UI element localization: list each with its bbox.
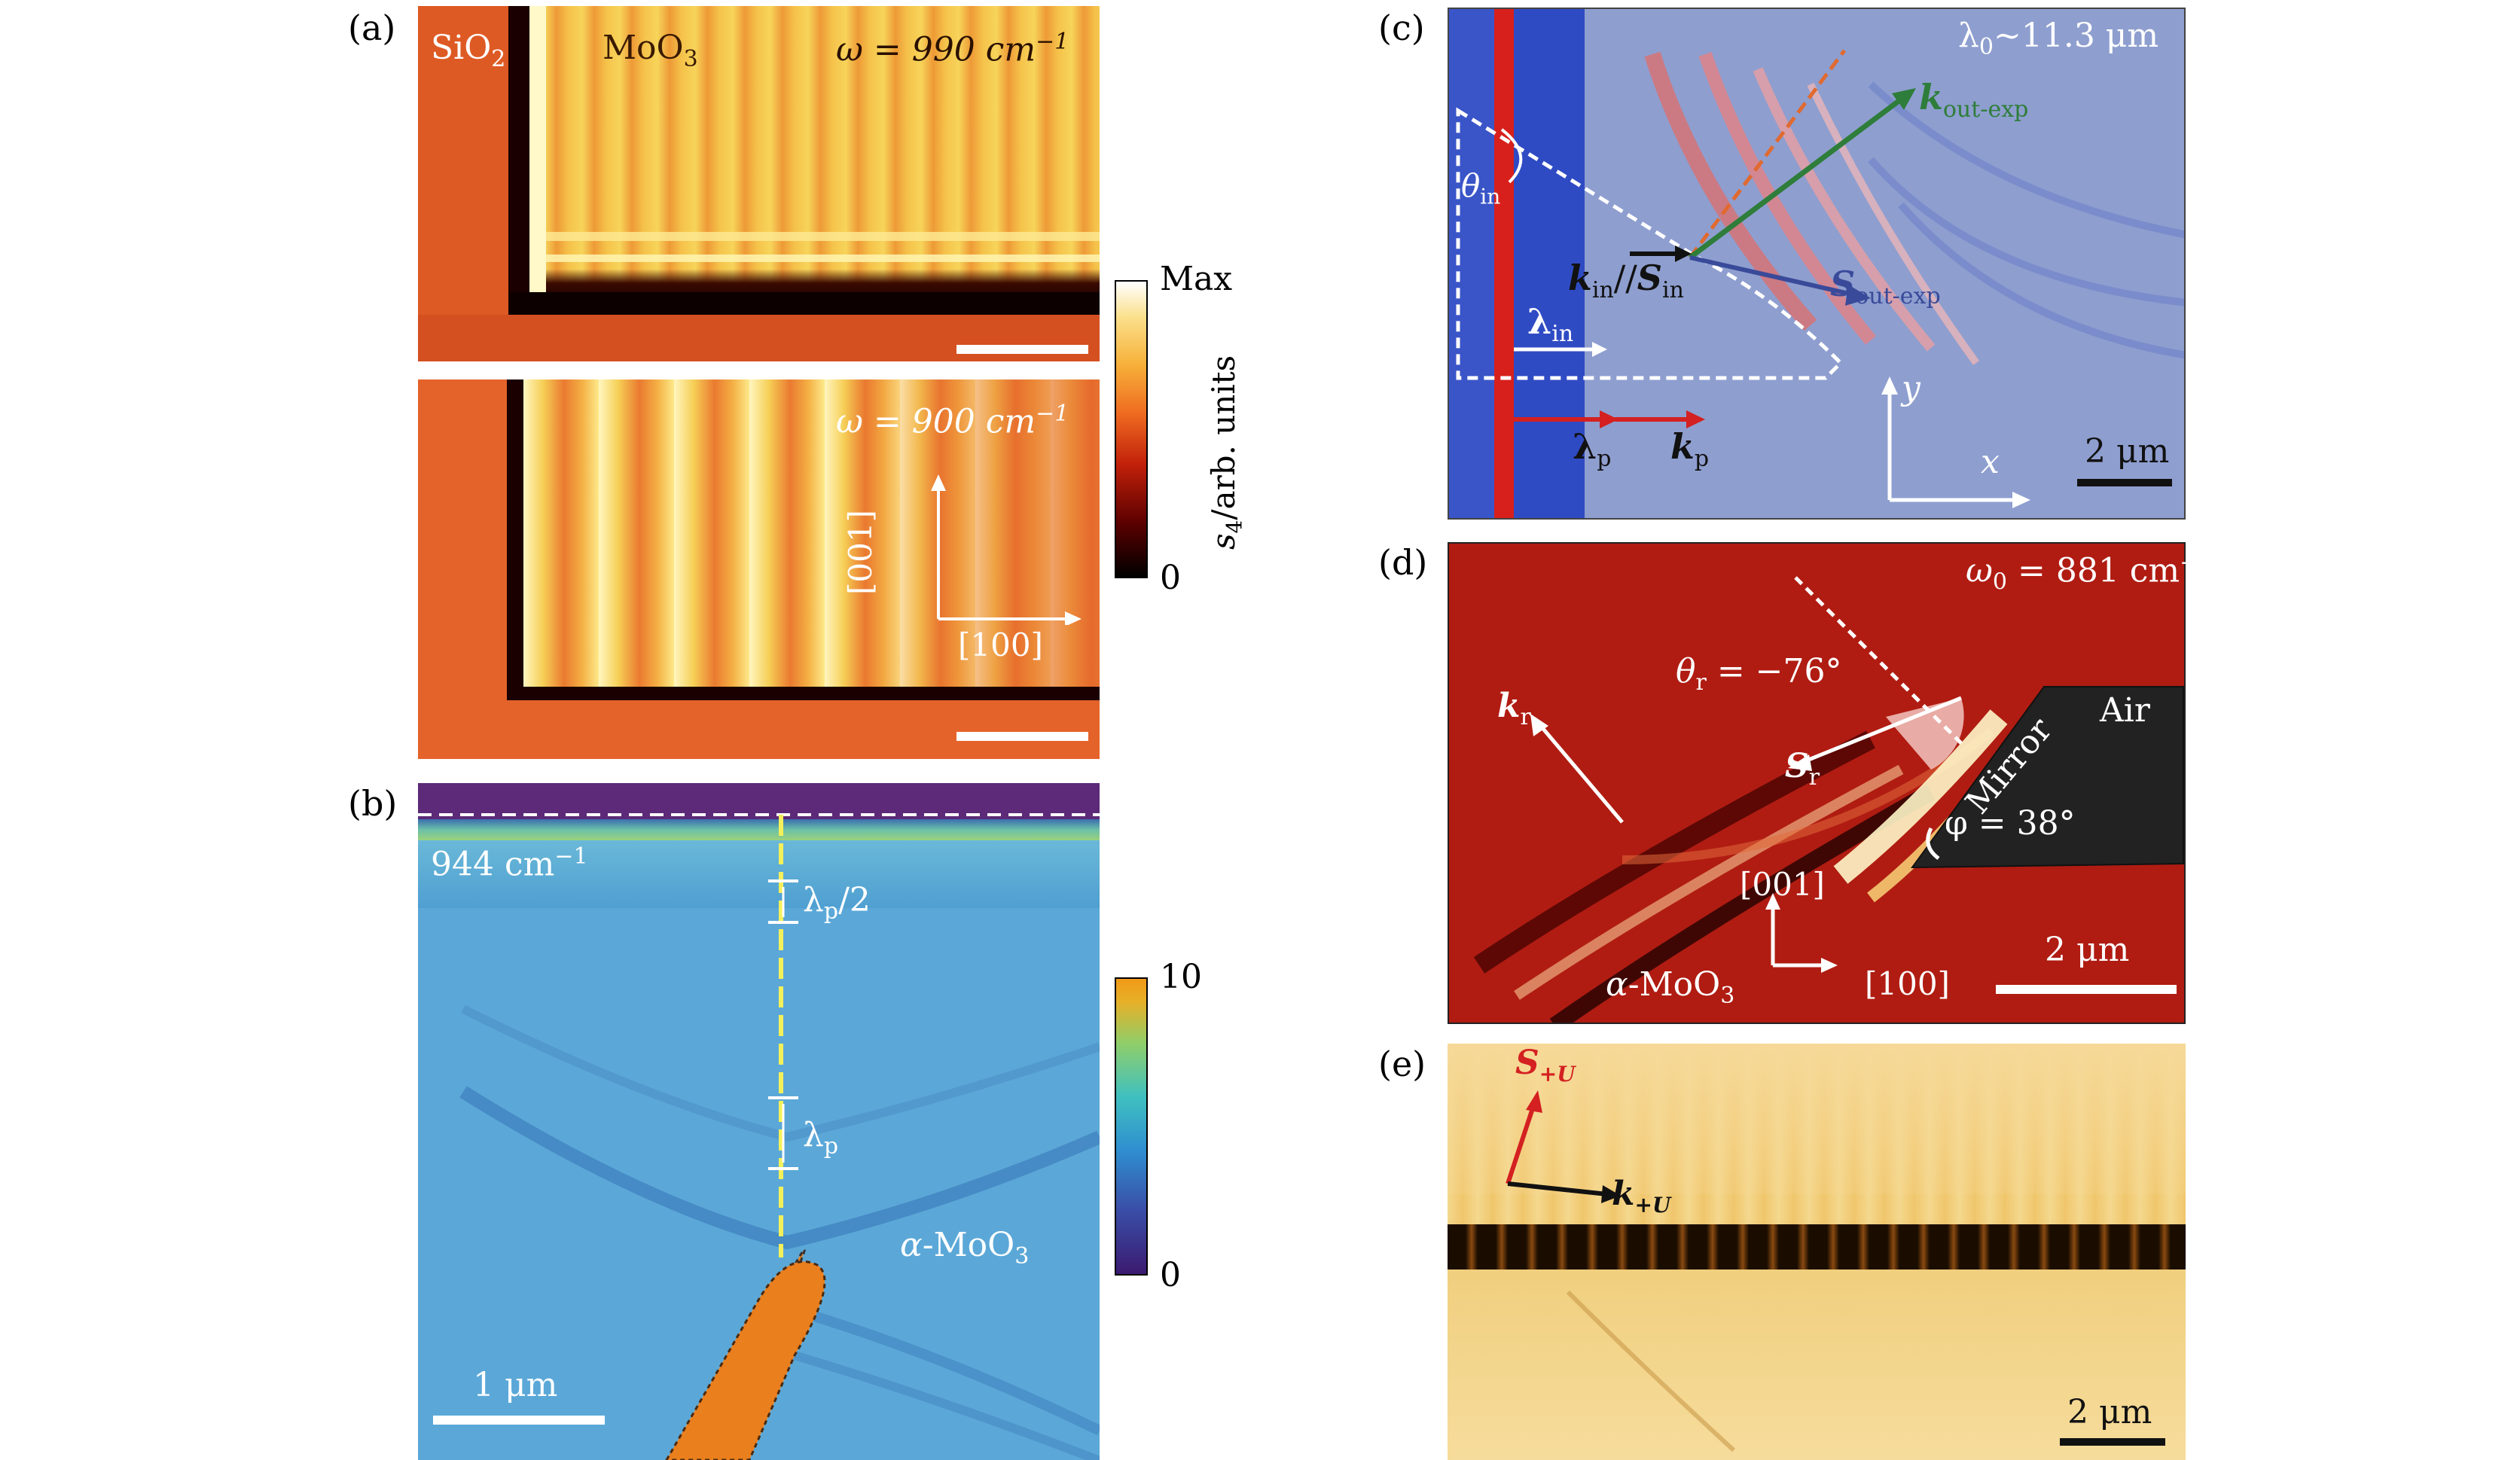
panel-a-axis-001: [001] xyxy=(842,510,879,595)
panel-d-axis-100: [100] xyxy=(1865,965,1950,1002)
panel-d-scalebar xyxy=(1996,985,2177,994)
panel-c-axis-y: y xyxy=(1902,369,1921,407)
panel-b-scale-label: 1 μm xyxy=(473,1366,558,1404)
panel-c-label: (c) xyxy=(1378,8,1425,48)
panel-b-half-wavelength: λp/2 xyxy=(803,881,871,925)
panel-a-sio2-label: SiO2 xyxy=(431,29,506,72)
panel-c-theta-in: θin xyxy=(1461,167,1501,209)
panel-c-scalebar xyxy=(2077,479,2172,486)
panel-c-lambda-in: λin xyxy=(1527,301,1574,348)
panel-a-colorbar-max: Max xyxy=(1160,260,1233,298)
panel-c-scale-label: 2 μm xyxy=(2085,432,2170,471)
panel-a-bottom-frequency: ω = 900 cm−1 xyxy=(836,401,1069,441)
panel-b-scalebar xyxy=(433,1416,605,1425)
panel-d-image xyxy=(1448,542,2186,1024)
panel-e-image xyxy=(1448,1044,2186,1460)
panel-d-air-label: Air xyxy=(2100,691,2150,730)
panel-e-s-u: S+U xyxy=(1515,1044,1576,1087)
panel-e-scalebar xyxy=(2060,1438,2165,1446)
panel-c-image xyxy=(1448,8,2186,520)
panel-c-k-out: kout-exp xyxy=(1919,77,2029,123)
panel-d-axis-001: [001] xyxy=(1740,866,1825,903)
panel-c-k-in-s-in: kin//Sin xyxy=(1568,258,1684,304)
panel-a-crystal-axes xyxy=(931,474,1082,625)
panel-a-top-frequency: ω = 990 cm−1 xyxy=(836,29,1069,69)
panel-c-lambda-p: λp xyxy=(1573,426,1612,473)
panel-c-wavelength: λ0~11.3 μm xyxy=(1958,17,2159,60)
panel-b-frequency: 944 cm−1 xyxy=(431,843,588,884)
panel-a-colorbar xyxy=(1115,280,1148,578)
panel-b-wavelength: λp xyxy=(803,1116,839,1160)
panel-b-colorbar-max: 10 xyxy=(1160,958,1202,996)
panel-e-k-u: k+U xyxy=(1612,1175,1671,1218)
panel-a-colorbar-min: 0 xyxy=(1160,559,1181,597)
panel-c-s-out: Sout-exp xyxy=(1830,264,1941,310)
panel-d-phi: φ = 38° xyxy=(1945,804,2076,843)
panel-c-axis-x: x xyxy=(1981,443,2000,481)
panel-d-frequency: ω0 = 881 cm−1 xyxy=(1966,550,2213,596)
panel-d-theta-r: θr = −76° xyxy=(1676,652,1842,696)
panel-b-image xyxy=(418,783,1100,1460)
panel-d-k-r: kr xyxy=(1497,687,1531,730)
panel-c-k-p: kp xyxy=(1670,426,1710,473)
panel-d-material: α-MoO3 xyxy=(1606,965,1735,1009)
panel-a-bottom-scalebar xyxy=(956,732,1088,741)
panel-a-label: (a) xyxy=(348,8,396,48)
panel-e-label: (e) xyxy=(1378,1044,1426,1084)
panel-e-scale-label: 2 μm xyxy=(2067,1393,2152,1431)
panel-a-top-scalebar xyxy=(956,345,1088,354)
panel-b-label: (b) xyxy=(348,783,398,824)
panel-d-s-r: Sr xyxy=(1785,747,1820,791)
panel-b-colorbar xyxy=(1115,977,1148,1276)
panel-a-moo3-label: MoO3 xyxy=(603,29,698,72)
panel-a-top-image xyxy=(418,6,1100,361)
panel-d-label: (d) xyxy=(1378,542,1428,583)
panel-d-scale-label: 2 μm xyxy=(2045,931,2130,969)
panel-b-material: α-MoO3 xyxy=(900,1226,1030,1269)
panel-a-bottom-image xyxy=(418,379,1100,759)
panel-a-colorbar-label: s4/arb. units xyxy=(1205,355,1247,550)
panel-a-axis-100: [100] xyxy=(958,626,1043,663)
panel-b-colorbar-min: 0 xyxy=(1160,1256,1181,1294)
